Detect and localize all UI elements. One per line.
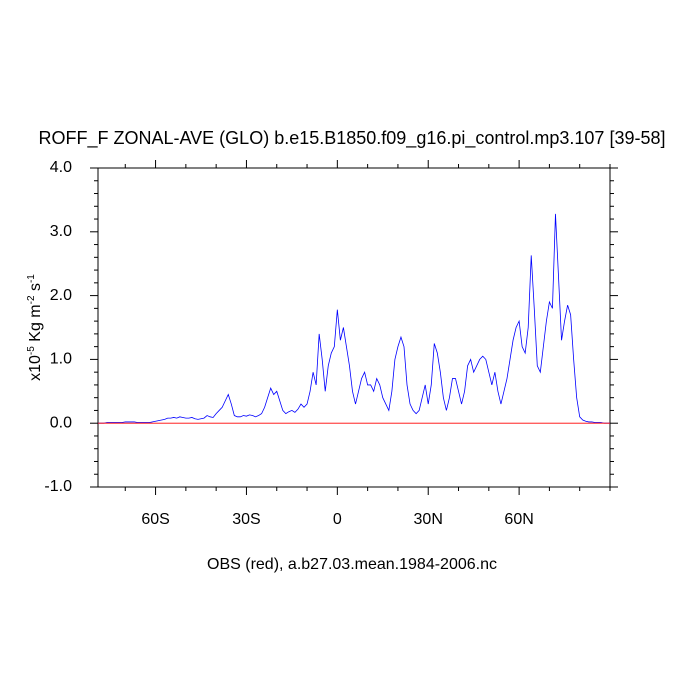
y-axis-label-exponent: -2 [26,295,37,304]
y-axis-label-part: Kg m [27,304,44,346]
y-axis-label-part: x10 [27,355,44,381]
x-axis-label: OBS (red), a.b27.03.mean.1984-2006.nc [207,556,497,573]
y-axis-label-part: s [27,283,44,295]
y-tick-label: 0.0 [50,414,72,431]
x-tick-label: 0 [333,511,342,528]
y-tick-label: 2.0 [50,287,72,304]
x-tick-label: 60N [504,511,533,528]
plot-frame [97,167,611,488]
y-tick-label: 4.0 [50,159,72,176]
y-tick-label: 3.0 [50,223,72,240]
y-axis-label-exponent: -5 [26,346,37,355]
x-tick-label: 30N [414,511,443,528]
chart-title: ROFF_F ZONAL-AVE (GLO) b.e15.B1850.f09_g… [39,128,666,149]
x-tick-label: 60S [141,511,169,528]
data-line [98,213,610,424]
y-tick-label: -1.0 [44,478,72,495]
y-axis-label-exponent: -1 [26,274,37,283]
x-tick-label: 30S [232,511,260,528]
y-axis-label: x10-5 Kg m-2 s-1 [26,274,44,381]
y-tick-label: 1.0 [50,351,72,368]
